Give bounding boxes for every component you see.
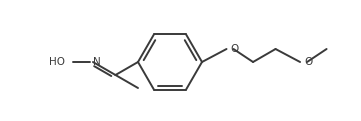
Text: N: N — [93, 57, 101, 67]
Text: O: O — [231, 44, 239, 54]
Text: O: O — [304, 57, 312, 67]
Text: HO: HO — [49, 57, 65, 67]
